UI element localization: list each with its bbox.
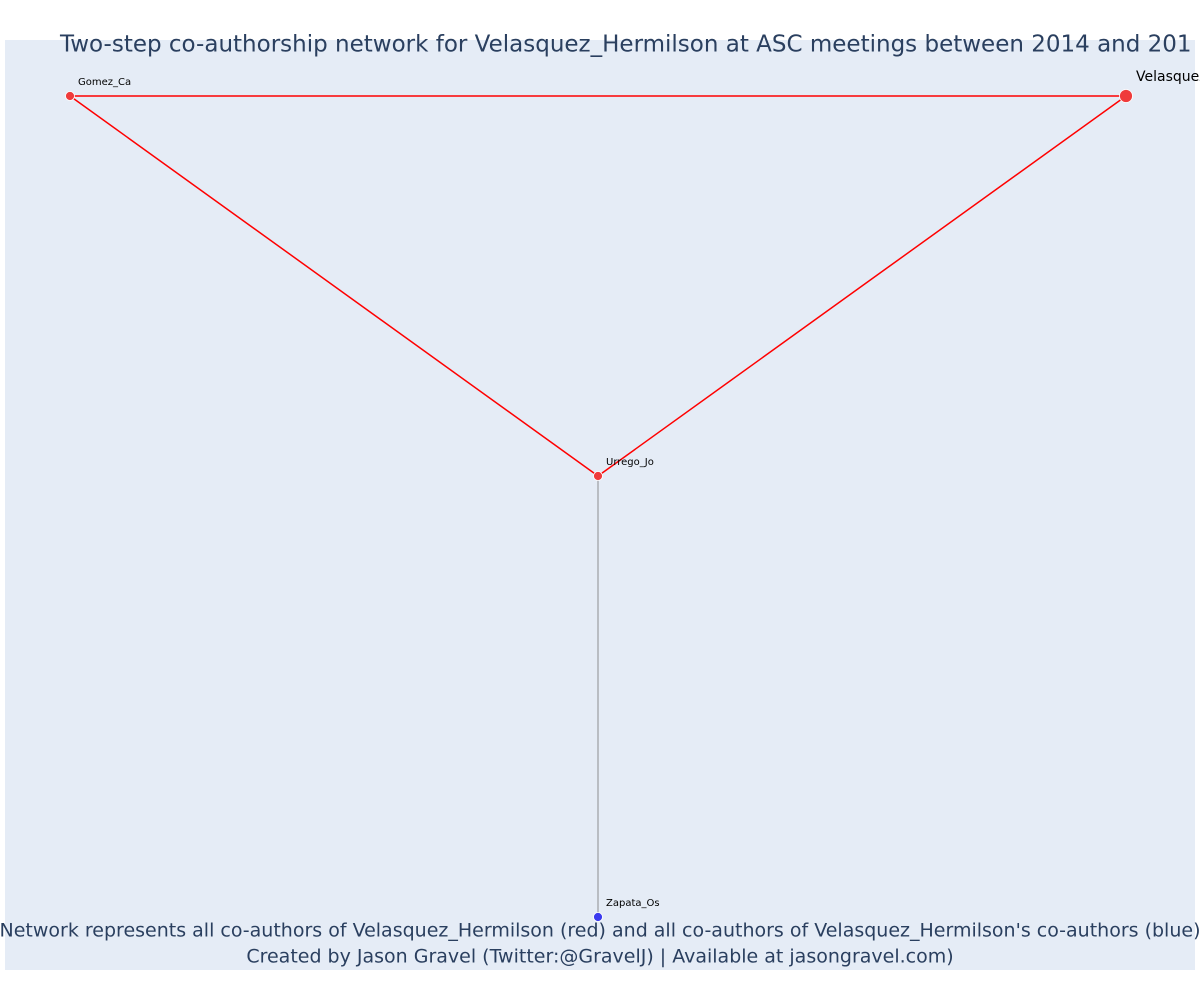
plot-background [5, 40, 1195, 970]
node-label: Gomez_Ca [78, 77, 131, 88]
edge [69, 95, 599, 477]
node-label: Velasquez_Hermilson [1136, 69, 1200, 85]
node-label: Zapata_Os [606, 898, 660, 909]
caption: Network represents all co-authors of Vel… [0, 920, 1200, 942]
title: Two-step co-authorship network for Velas… [59, 32, 1192, 58]
edge [597, 95, 1127, 477]
node [65, 91, 75, 101]
node [1119, 89, 1133, 103]
caption: Created by Jason Gravel (Twitter:@Gravel… [246, 946, 953, 968]
node-label: Urrego_Jo [606, 457, 654, 468]
node [593, 912, 603, 922]
node [593, 471, 603, 481]
